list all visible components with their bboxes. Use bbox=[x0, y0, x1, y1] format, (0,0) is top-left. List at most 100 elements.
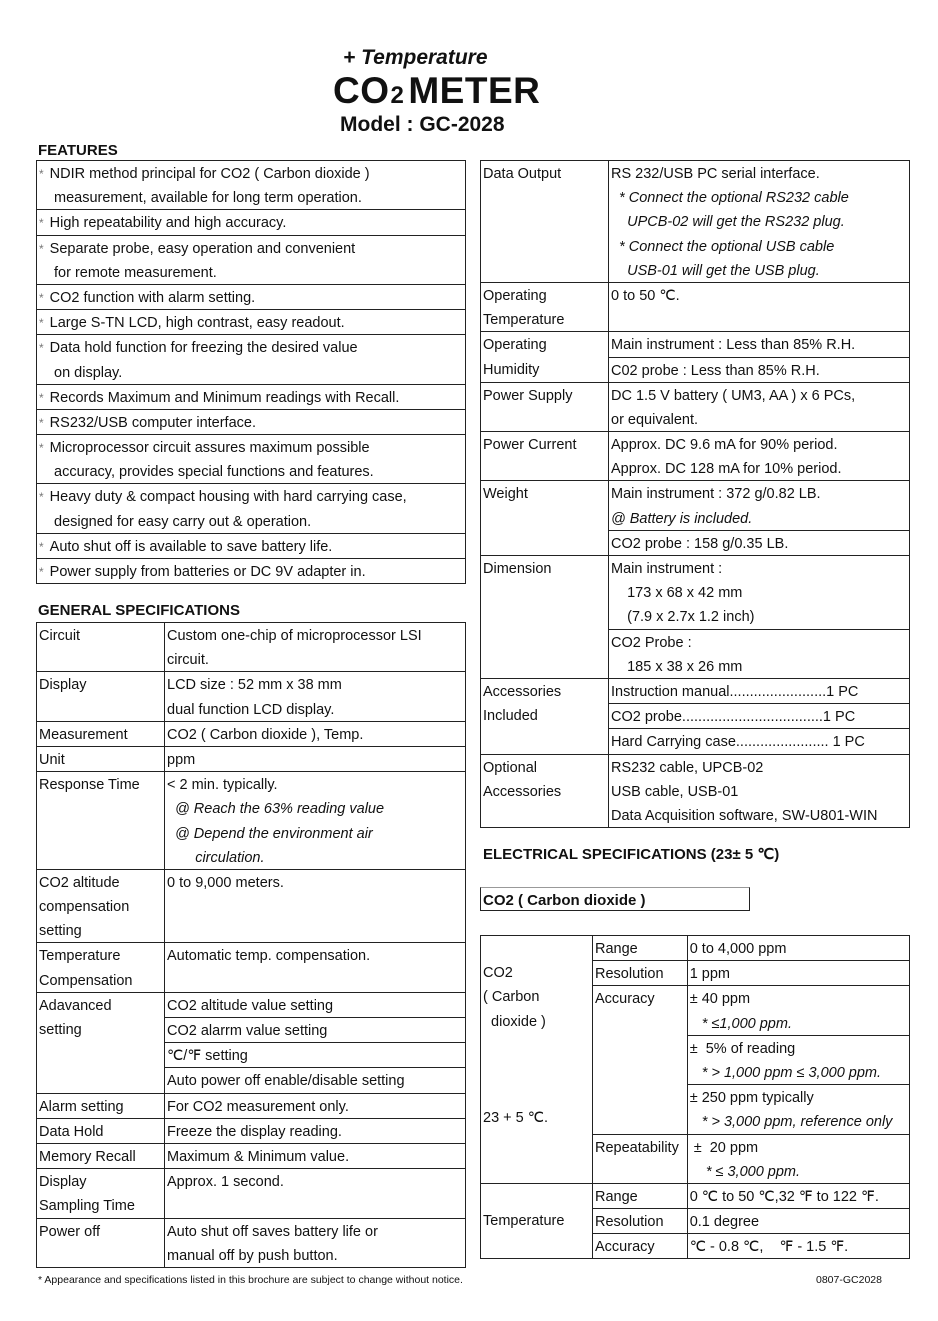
text-line bbox=[37, 1243, 164, 1267]
value-block: DC 1.5 V battery ( UM3, AA ) x 6 PCs, or … bbox=[609, 383, 909, 431]
spec-row: Unit ppm bbox=[37, 746, 465, 773]
feature-item: * Microprocessor circuit assures maximum … bbox=[37, 435, 465, 485]
text-line: ± 250 ppm typically bbox=[689, 1090, 814, 1107]
feature-item: * NDIR method principal for CO2 ( Carbon … bbox=[37, 161, 465, 211]
text-line bbox=[481, 803, 608, 827]
feature-line: accuracy, provides special functions and… bbox=[54, 464, 374, 481]
row-value: Maximum & Minimum value. bbox=[164, 1143, 465, 1169]
value-block: 0 to 9,000 meters. bbox=[165, 870, 465, 943]
feature-line: Heavy duty & compact housing with hard c… bbox=[49, 489, 407, 506]
text-line bbox=[481, 234, 608, 258]
text-line: ℃ - 0.8 ℃, ℉ - 1.5 ℉. bbox=[689, 1239, 849, 1256]
text-line: LCD size : 52 mm x 38 mm bbox=[167, 677, 342, 694]
text-line: < 2 min. typically. bbox=[167, 777, 278, 794]
electrical-specs-table: CO2 ( Carbon dioxide ) 23 + 5 ℃. Range 0 to … bbox=[480, 935, 910, 1260]
row-value: ± 20 ppm * ≤ 3,000 ppm. bbox=[686, 1134, 909, 1183]
spec-row: Operating Temperature 0 to 50 ℃. bbox=[481, 282, 909, 333]
value-block: Maximum & Minimum value. bbox=[165, 1144, 465, 1168]
bullet-icon: * bbox=[39, 415, 44, 430]
text-line: compensation bbox=[39, 899, 130, 916]
text-line: CO2 alarrm value setting bbox=[167, 1023, 328, 1039]
text-line: Dimension bbox=[483, 561, 552, 577]
row-label: Data Hold bbox=[37, 1119, 164, 1143]
text-line: RS 232/USB PC serial interface. bbox=[611, 166, 820, 182]
text-line: Circuit bbox=[39, 628, 81, 644]
feature-text: * Auto shut off is available to save batt… bbox=[37, 534, 465, 558]
spec-group: CO2 ( Carbon dioxide ) 23 + 5 ℃. Range 0 to … bbox=[481, 936, 909, 1184]
text-line: ± 5% of reading bbox=[689, 1040, 796, 1057]
row-label: Memory Recall bbox=[37, 1144, 164, 1168]
text-line: @ Reach the 63% reading value bbox=[167, 801, 385, 818]
text-line: Resolution bbox=[595, 966, 664, 983]
row-label: Weight bbox=[481, 481, 608, 555]
value-block: CO2 probe...............................… bbox=[609, 703, 909, 728]
feature-line: Power supply from batteries or DC 9V ada… bbox=[49, 564, 366, 580]
row-value: 0 to 9,000 meters. bbox=[164, 869, 465, 943]
text-line: Maximum & Minimum value. bbox=[167, 1148, 350, 1165]
value-block: 1 ppm bbox=[688, 961, 909, 985]
text-line: * Heavy duty & compact housing with hard … bbox=[37, 484, 465, 508]
row-value: For CO2 measurement only. bbox=[164, 1093, 465, 1118]
text-line: UPCB-02 will get the RS232 plug. bbox=[611, 214, 845, 231]
text-line: 185 x 38 x 26 mm bbox=[611, 658, 743, 675]
row-label: Display Sampling Time bbox=[37, 1169, 164, 1217]
bullet-icon: * bbox=[39, 316, 44, 331]
text-line bbox=[37, 647, 164, 671]
text-line bbox=[37, 1065, 164, 1089]
text-line: @ Battery is included. bbox=[611, 510, 753, 527]
text-line: * Large S-TN LCD, high contrast, easy rea… bbox=[37, 310, 465, 334]
row-label: Power off bbox=[37, 1219, 164, 1267]
text-line: Approx. DC 128 mA for 10% period. bbox=[611, 461, 842, 478]
text-line: * NDIR method principal for CO2 ( Carbon … bbox=[37, 161, 465, 185]
value-block: Main instrument : 173 x 68 x 42 mm (7.9 … bbox=[609, 556, 909, 629]
text-line bbox=[165, 968, 465, 992]
feature-text: * RS232/USB computer interface. bbox=[37, 410, 465, 434]
row-value: DC 1.5 V battery ( UM3, AA ) x 6 PCs, or … bbox=[608, 382, 909, 432]
text-line: * Records Maximum and Minimum readings wi… bbox=[37, 385, 465, 409]
text-line bbox=[481, 580, 608, 604]
general-specs-heading: GENERAL SPECIFICATIONS bbox=[38, 602, 240, 619]
row-value: RS232 cable, UPCB-02 USB cable, USB-01 Dat… bbox=[608, 754, 909, 828]
text-line: Auto shut off saves battery life or bbox=[167, 1223, 378, 1240]
text-line: Power Current bbox=[483, 437, 577, 454]
feature-text: * Large S-TN LCD, high contrast, easy rea… bbox=[37, 310, 465, 334]
text-line bbox=[37, 821, 164, 845]
text-line: Accessories bbox=[483, 783, 562, 800]
text-line bbox=[481, 653, 608, 677]
param-name: Resolution bbox=[593, 961, 687, 985]
value-block: ℃ - 0.8 ℃, ℉ - 1.5 ℉. bbox=[688, 1234, 909, 1258]
general-specs-table: Circuit Custom one-chip of microprocessor… bbox=[36, 622, 466, 1268]
feature-line: measurement, available for long term ope… bbox=[54, 190, 362, 207]
bullet-icon: * bbox=[39, 390, 44, 405]
row-label: Data Output bbox=[481, 161, 608, 282]
text-line: manual off by push button. bbox=[167, 1247, 338, 1264]
text-line bbox=[481, 604, 608, 628]
row-value: 0.1 degree bbox=[686, 1209, 909, 1234]
row-label: Optional Accessories bbox=[481, 755, 608, 828]
param-row: Resolution 0.1 degree bbox=[593, 1209, 909, 1235]
spec-row: Optional Accessories RS232 cable, UPCB-02 U… bbox=[481, 754, 909, 829]
bullet-icon: * bbox=[39, 565, 44, 579]
row-value: Custom one-chip of microprocessor LSI cir… bbox=[164, 623, 465, 672]
text-line: Temperature bbox=[483, 1213, 565, 1230]
text-line bbox=[481, 727, 608, 751]
text-line: 0 to 9,000 meters. bbox=[167, 874, 284, 891]
feature-item: * RS232/USB computer interface. bbox=[37, 410, 465, 436]
features-heading: FEATURES bbox=[38, 142, 118, 159]
text-line: Accessories bbox=[483, 683, 562, 700]
value-block: Approx. DC 9.6 mA for 90% period. Approx.… bbox=[609, 432, 909, 480]
row-label: Alarm setting bbox=[37, 1094, 164, 1118]
value-block: Auto power off enable/disable setting bbox=[165, 1067, 465, 1092]
feature-item: * Auto shut off is available to save batt… bbox=[37, 534, 465, 559]
text-line: * ≤ 3,000 ppm. bbox=[689, 1163, 801, 1180]
text-line: Auto power off enable/disable setting bbox=[167, 1073, 405, 1090]
row-label: CO2 ( Carbon dioxide ) 23 + 5 ℃. bbox=[481, 936, 592, 1183]
text-line: Measurement bbox=[39, 726, 128, 743]
row-value: Instruction manual......................… bbox=[608, 678, 909, 754]
text-line bbox=[481, 1033, 592, 1057]
value-block: CO2 Probe : 185 x 38 x 26 mm bbox=[609, 628, 909, 678]
row-value: Approx. 1 second. bbox=[164, 1169, 465, 1218]
value-block: 0 to 4,000 ppm bbox=[688, 936, 909, 960]
text-line: Adavanced bbox=[39, 997, 112, 1014]
row-value: Freeze the display reading. bbox=[164, 1118, 465, 1143]
